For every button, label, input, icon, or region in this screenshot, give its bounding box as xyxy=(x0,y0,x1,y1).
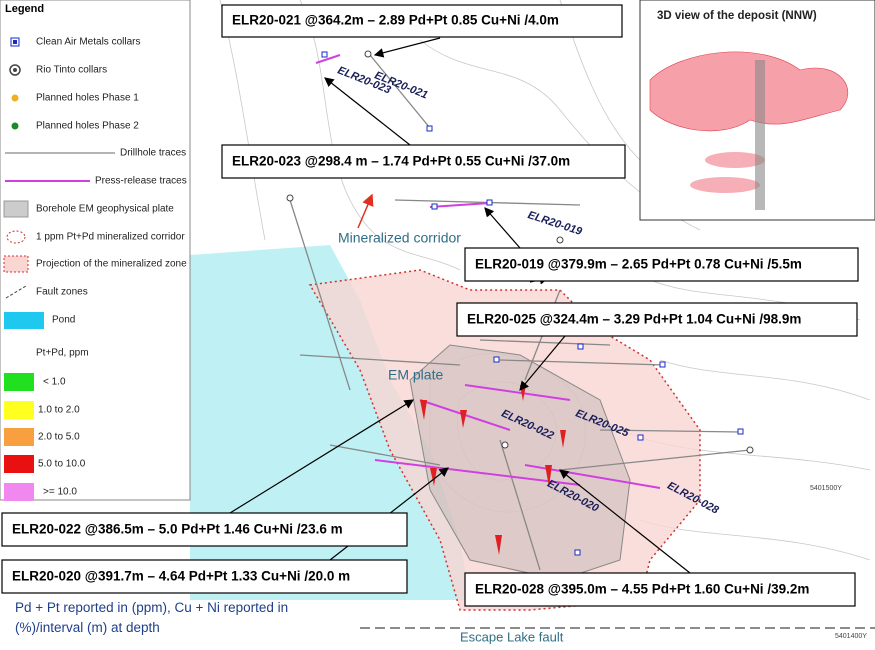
scale-title: Pt+Pd, ppm xyxy=(36,348,89,359)
scale-item: 5.0 to 10.0 xyxy=(38,459,86,470)
callouts: ELR20-021 @364.2m – 2.89 Pd+Pt 0.85 Cu+N… xyxy=(1,4,859,607)
scale-item: >= 10.0 xyxy=(43,487,77,498)
footnote: Pd + Pt reported in (ppm), Cu + Ni repor… xyxy=(15,600,289,635)
callout-text: ELR20-019 @379.9m – 2.65 Pd+Pt 0.78 Cu+N… xyxy=(475,257,802,272)
scale-item: 1.0 to 2.0 xyxy=(38,405,80,416)
callout-text: ELR20-022 @386.5m – 5.0 Pd+Pt 1.46 Cu+Ni… xyxy=(12,522,343,537)
fault-label: Escape Lake fault xyxy=(460,629,564,644)
legend-item: Fault zones xyxy=(36,287,88,298)
inset: 3D view of the deposit (NNW) xyxy=(639,0,875,221)
collars xyxy=(321,51,744,556)
callout-text: ELR20-025 @324.4m – 3.29 Pd+Pt 1.04 Cu+N… xyxy=(467,312,801,327)
legend: Legend Clean Air Metals collars Rio Tint… xyxy=(0,0,191,501)
legend-item: Pond xyxy=(52,315,75,326)
callout-text: ELR20-023 @298.4 m – 1.74 Pd+Pt 0.55 Cu+… xyxy=(232,154,570,169)
callout-text: ELR20-020 @391.7m – 4.64 Pd+Pt 1.33 Cu+N… xyxy=(12,569,350,584)
callout-text: ELR20-028 @395.0m – 4.55 Pd+Pt 1.60 Cu+N… xyxy=(475,582,809,597)
coord-label: 5401500Y xyxy=(810,485,842,492)
callout-text: ELR20-021 @364.2m – 2.89 Pd+Pt 0.85 Cu+N… xyxy=(232,13,559,28)
legend-item: Borehole EM geophysical plate xyxy=(36,204,174,215)
legend-title: Legend xyxy=(5,3,44,15)
legend-item: Drillhole traces xyxy=(120,148,186,159)
legend-item: Clean Air Metals collars xyxy=(36,37,140,48)
legend-item: 1 ppm Pt+Pd mineralized corridor xyxy=(36,232,185,243)
legend-item: Planned holes Phase 1 xyxy=(36,93,139,104)
legend-item: Press-release traces xyxy=(95,176,187,187)
coord-label: 5401400Y xyxy=(835,633,867,640)
scale-item: < 1.0 xyxy=(43,377,66,388)
em-plate-label: EM plate xyxy=(388,367,443,383)
legend-item: Planned holes Phase 2 xyxy=(36,121,139,132)
legend-item: Projection of the mineralized zone xyxy=(36,259,187,270)
em-plate xyxy=(409,344,631,581)
legend-item: Rio Tinto collars xyxy=(36,65,107,76)
mineralized-zone xyxy=(308,269,701,611)
inset-title: 3D view of the deposit (NNW) xyxy=(657,10,817,22)
rio-collars xyxy=(286,50,754,454)
scale-item: 2.0 to 5.0 xyxy=(38,432,80,443)
footnote-box: Pd + Pt reported in (ppm), Cu + Ni repor… xyxy=(15,600,289,635)
drill-traces xyxy=(289,54,751,571)
pond xyxy=(190,245,470,600)
corridor-label: Mineralized corridor xyxy=(338,230,461,246)
